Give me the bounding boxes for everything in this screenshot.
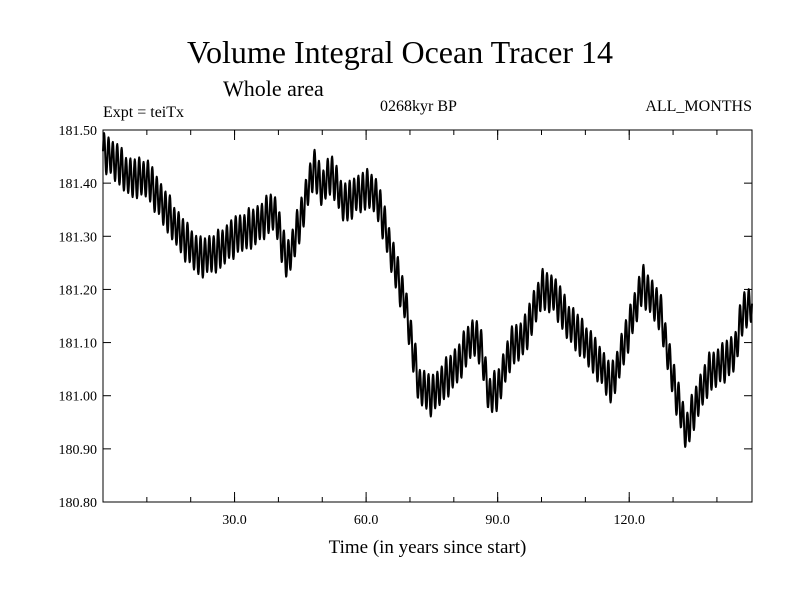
period-label: 0268kyr BP bbox=[380, 98, 457, 115]
y-tick-labels: 180.80 180.90 181.00 181.10 181.20 181.30 181.… bbox=[59, 124, 98, 511]
plot-frame bbox=[102, 129, 753, 503]
y-tick-label: 181.30 bbox=[59, 230, 98, 245]
y-tick-label: 181.40 bbox=[59, 177, 98, 192]
y-tick-label: 180.90 bbox=[59, 443, 98, 458]
y-tick-label: 181.20 bbox=[59, 283, 98, 298]
chart-subtitle: Whole area bbox=[223, 76, 324, 101]
months-label: ALL_MONTHS bbox=[645, 98, 752, 115]
x-tick-label: 30.0 bbox=[222, 513, 247, 528]
x-tick-label: 90.0 bbox=[485, 513, 510, 528]
y-tick-label: 181.10 bbox=[59, 337, 98, 352]
series-line bbox=[102, 132, 753, 448]
y-tick-label: 181.50 bbox=[59, 124, 98, 139]
chart-title: Volume Integral Ocean Tracer 14 bbox=[187, 34, 613, 70]
x-tick-label: 60.0 bbox=[354, 513, 379, 528]
y-tick-label: 181.00 bbox=[59, 390, 98, 405]
x-tick-label: 120.0 bbox=[613, 513, 645, 528]
x-axis-label: Time (in years since start) bbox=[329, 537, 527, 558]
x-tick-labels: 30.0 60.0 90.0 120.0 bbox=[222, 513, 645, 528]
experiment-label: Expt = teiTx bbox=[103, 104, 185, 121]
y-tick-label: 180.80 bbox=[59, 496, 98, 511]
